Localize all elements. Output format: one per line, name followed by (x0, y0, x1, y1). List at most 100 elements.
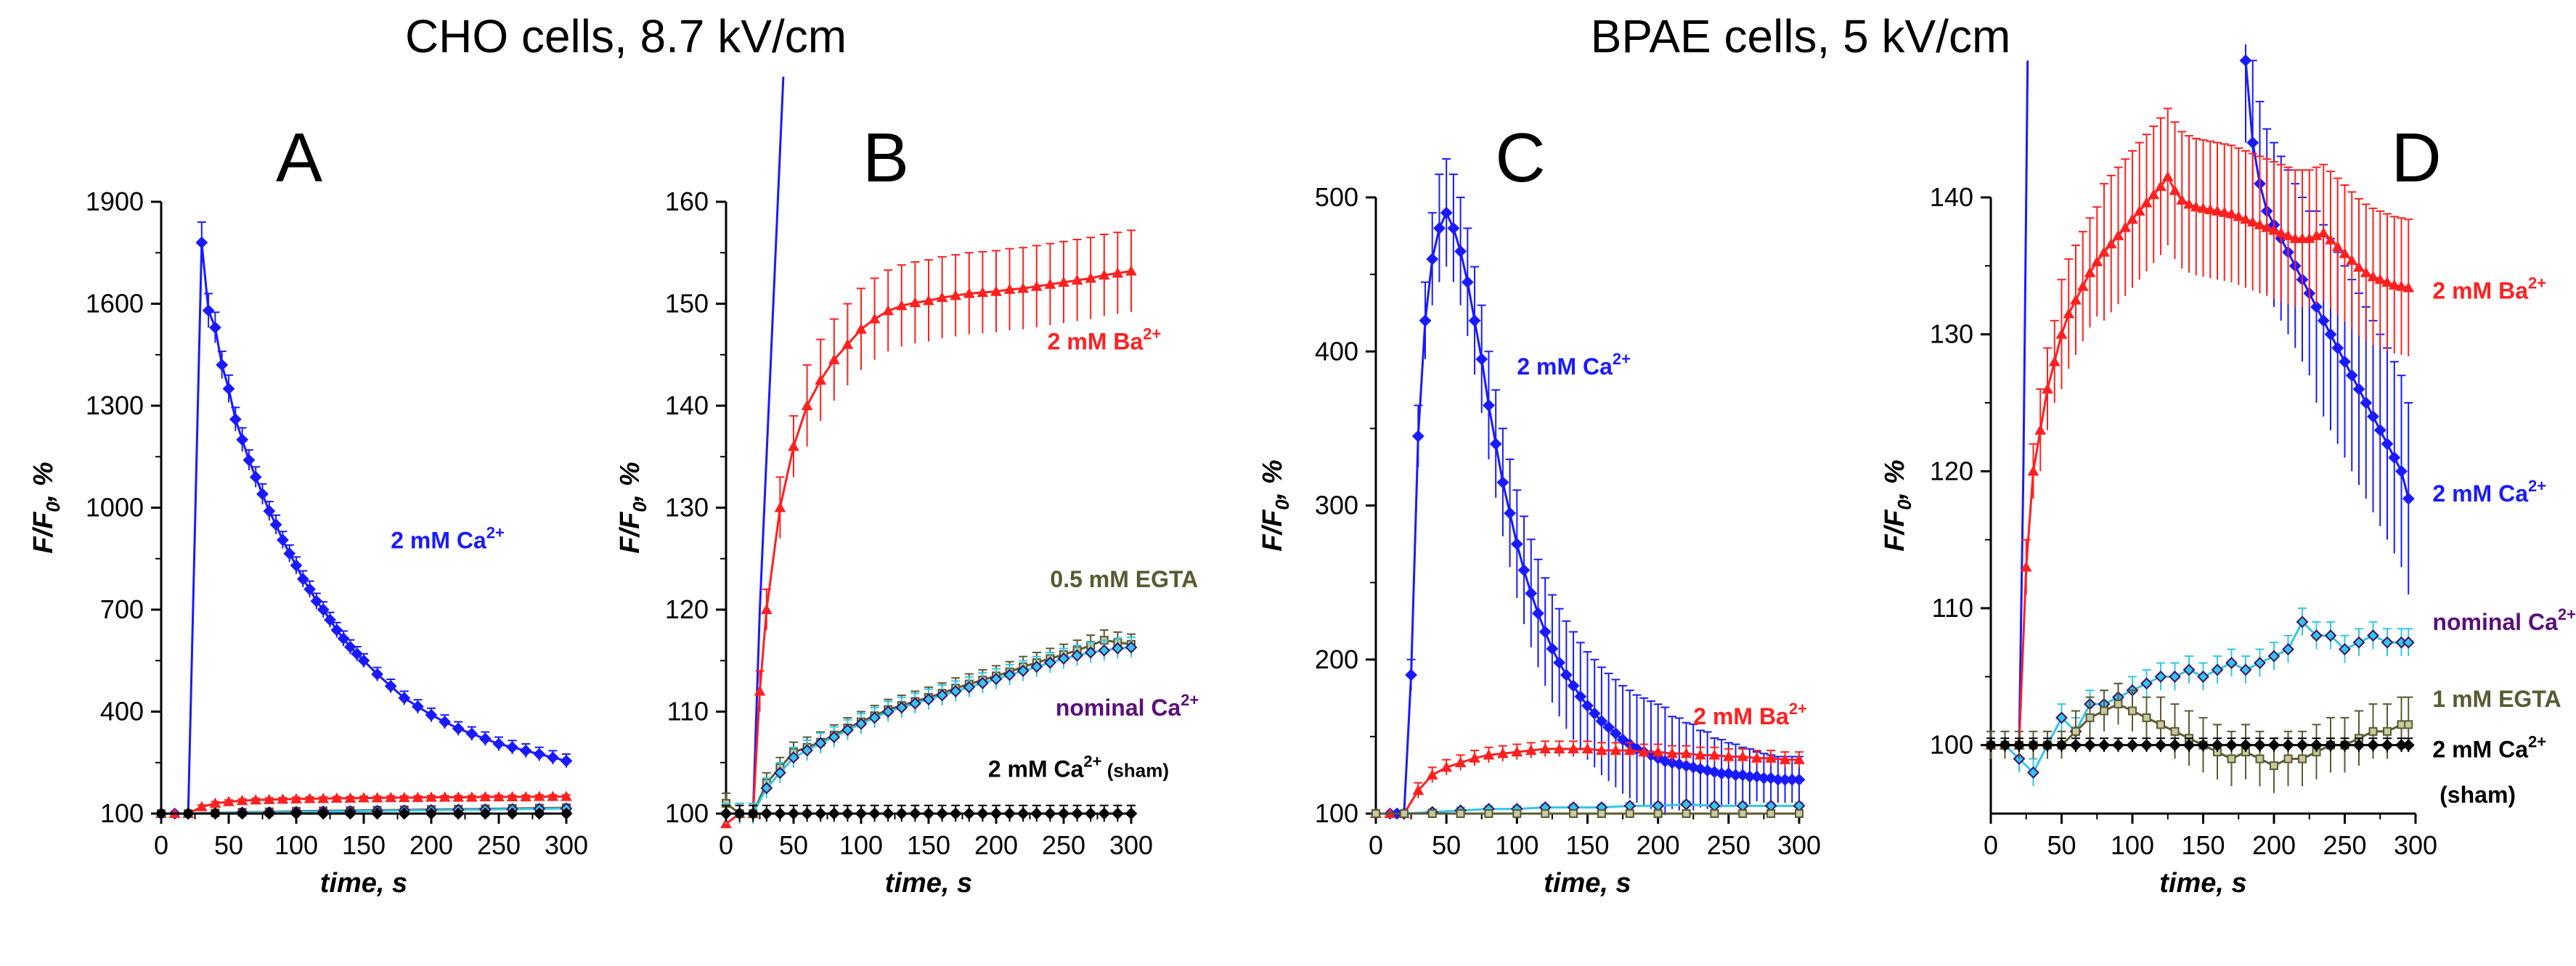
data-point (493, 791, 505, 802)
data-point (1496, 476, 1509, 489)
data-point (2197, 739, 2209, 752)
x-tick-label: 0 (1984, 830, 1998, 860)
data-point (2267, 739, 2281, 752)
data-point (1043, 807, 1056, 820)
y-tick-label: 100 (665, 798, 709, 828)
data-point (330, 623, 343, 637)
series-line (1376, 803, 1799, 815)
data-point (2020, 561, 2032, 572)
data-point (398, 807, 411, 820)
data-point (841, 724, 854, 737)
data-point (949, 807, 962, 820)
y-tick-label: 140 (665, 390, 709, 420)
data-point (1653, 809, 1663, 818)
x-tick-label: 300 (1109, 830, 1153, 860)
data-point (2296, 232, 2308, 243)
x-tick-label: 100 (274, 830, 318, 860)
data-point (1511, 746, 1523, 757)
data-point (2388, 279, 2400, 290)
data-point (1411, 430, 1424, 443)
x-tick-label: 250 (2323, 830, 2366, 860)
data-point (733, 807, 746, 820)
data-point (828, 731, 841, 744)
data-point (1440, 761, 1453, 772)
data-point (371, 807, 384, 820)
data-point (2352, 382, 2365, 396)
data-point (269, 518, 282, 531)
y-tick-label: 140 (1930, 182, 1973, 212)
data-point (208, 807, 221, 820)
data-point (1517, 564, 1530, 577)
data-point (2402, 282, 2415, 292)
data-point (1682, 809, 1691, 818)
series-annotation-2-mm-ba: 2 mM Ba2+ (1693, 700, 1807, 729)
data-point (250, 794, 262, 805)
data-point (2395, 464, 2408, 478)
data-point (2339, 739, 2351, 752)
data-point (2225, 208, 2238, 218)
data-point (815, 374, 827, 385)
data-point (182, 807, 195, 820)
data-point (330, 792, 343, 803)
panel-letter-b: B (863, 119, 909, 197)
data-point (841, 807, 854, 820)
data-point (2310, 739, 2323, 752)
data-point (2161, 171, 2174, 181)
y-tick-label: 200 (1315, 644, 1358, 674)
panel-c-chart: C 0 50 100 150 200 250 300 100 200 300 400 500 time, … (1258, 119, 1821, 899)
x-tick-label: 100 (1495, 830, 1538, 860)
data-point (1666, 748, 1678, 758)
data-point (1595, 715, 1608, 728)
y-tick-label: 120 (665, 594, 709, 624)
data-point (236, 795, 248, 806)
data-point (1371, 809, 1380, 818)
data-point (371, 668, 384, 681)
data-point (1071, 649, 1084, 662)
data-point (398, 791, 410, 803)
data-point (922, 693, 935, 706)
data-point (1475, 353, 1488, 366)
data-point (1596, 744, 1607, 756)
series-annotation-2-mm-ba: 2 mM Ba2+ (1048, 325, 1162, 355)
data-point (760, 782, 773, 795)
data-point (1609, 727, 1622, 740)
data-point (2331, 342, 2344, 354)
data-point (936, 292, 948, 303)
series-annotation-0-5-mm-egta: 0.5 mM EGTA (1050, 566, 1198, 592)
data-point (2267, 650, 2281, 663)
y-tick-label: 100 (1930, 730, 1973, 760)
data-point (2071, 726, 2080, 736)
series-2-mm-ba2 (1985, 107, 2415, 750)
data-point (2027, 465, 2039, 476)
data-point (2225, 739, 2238, 752)
data-point (1125, 265, 1137, 276)
data-point (2360, 396, 2373, 409)
data-point (787, 751, 800, 764)
data-point (814, 807, 827, 820)
data-point (465, 727, 478, 740)
data-point (425, 791, 437, 802)
data-point (263, 793, 275, 804)
series-0-5-mm-egta (722, 629, 1136, 824)
data-point (1419, 314, 1432, 327)
data-point (2324, 328, 2337, 341)
data-point (2240, 213, 2251, 224)
data-point (317, 603, 330, 616)
data-point (2339, 355, 2351, 368)
data-point (814, 737, 827, 750)
data-point (310, 594, 323, 607)
series-2-mm-ca2-rising (1991, 60, 2029, 747)
data-point (492, 737, 505, 750)
data-point (1447, 222, 1460, 234)
data-point (923, 295, 934, 306)
data-point (2114, 700, 2123, 709)
y-tick-label: 1000 (86, 493, 144, 523)
data-point (2154, 670, 2167, 683)
data-point (2318, 227, 2330, 238)
data-point (1433, 222, 1446, 234)
data-point (2112, 229, 2124, 240)
data-point (1003, 283, 1016, 294)
data-point (1567, 679, 1580, 692)
data-point (2098, 739, 2111, 752)
data-point (2275, 227, 2287, 238)
